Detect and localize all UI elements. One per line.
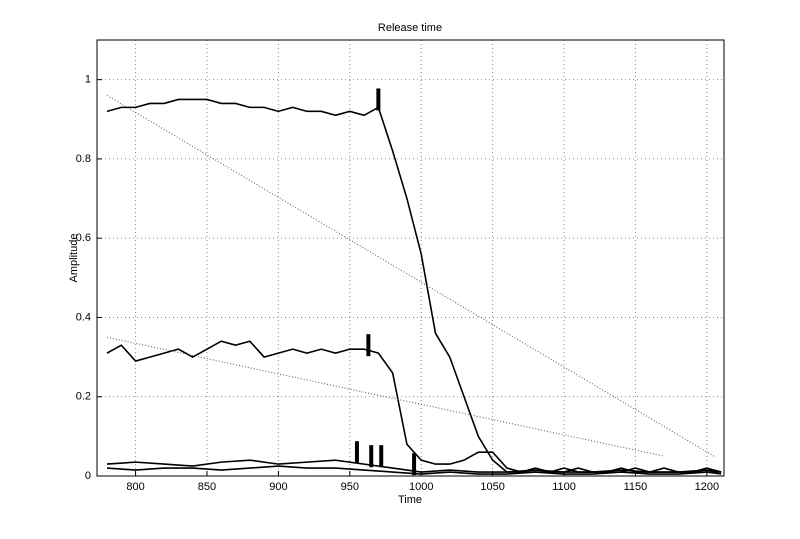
x-axis-label: Time [398, 494, 422, 506]
y-tick-label: 0.2 [76, 391, 91, 403]
release-marker [376, 88, 381, 111]
x-tick-label: 1100 [552, 481, 576, 493]
data-line [106, 98, 722, 473]
data-line [106, 95, 715, 457]
plot-frame [96, 39, 725, 477]
y-axis-label: Amplitude [68, 234, 80, 283]
release-marker [366, 334, 371, 357]
y-tick-label: 0.6 [76, 232, 91, 244]
x-tick-label: 950 [341, 481, 359, 493]
y-tick-label: 0.4 [76, 311, 91, 323]
y-tick-label: 1 [85, 74, 91, 86]
y-tick-label: 0.8 [76, 153, 91, 165]
x-tick-label: 850 [198, 481, 216, 493]
release-marker [354, 441, 359, 464]
release-marker [369, 445, 374, 468]
x-tick-label: 800 [126, 481, 144, 493]
x-tick-label: 1200 [695, 481, 719, 493]
x-tick-label: 1150 [624, 481, 648, 493]
x-tick-label: 1000 [409, 481, 433, 493]
y-tick-label: 0 [85, 470, 91, 482]
x-tick-label: 1050 [480, 481, 504, 493]
x-tick-label: 900 [269, 481, 287, 493]
release-marker [379, 445, 384, 468]
data-line [106, 336, 665, 457]
data-line [106, 465, 722, 475]
release-marker [412, 453, 417, 476]
chart-title: Release time [378, 22, 442, 34]
data-line [106, 459, 722, 473]
